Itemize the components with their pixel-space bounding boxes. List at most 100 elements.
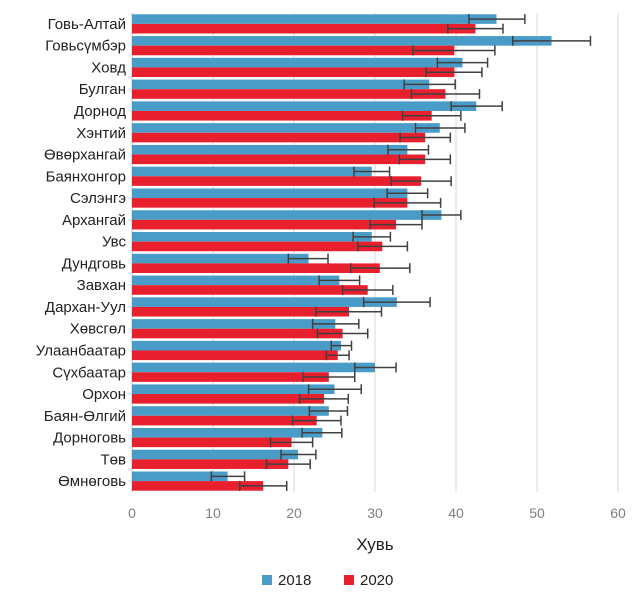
bar-2020-21 xyxy=(132,481,264,491)
legend-label: 2018 xyxy=(278,572,311,589)
bar-2020-12 xyxy=(132,285,368,295)
category-label: Хөвсгөл xyxy=(70,321,126,338)
category-label: Өвөрхангай xyxy=(44,147,126,164)
error-bar-2020-15 xyxy=(325,350,350,361)
category-label: Улаанбаатар xyxy=(36,342,126,359)
bar-2018-8 xyxy=(132,188,408,199)
error-bar-2018-3 xyxy=(403,79,456,90)
category-label: Өмнөговь xyxy=(58,473,126,490)
category-label: Дархан-Уул xyxy=(45,299,126,316)
error-bar-2020-16 xyxy=(302,372,356,383)
error-bar-2018-1 xyxy=(511,35,592,46)
error-bar-2020-6 xyxy=(398,154,452,165)
legend: 2018 2020 xyxy=(262,572,393,589)
bar-2018-16 xyxy=(132,362,375,373)
error-bar-2018-11 xyxy=(287,253,329,264)
error-bar-2020-9 xyxy=(369,219,423,230)
category-label: Орхон xyxy=(82,386,126,403)
bar-2018-4 xyxy=(132,101,477,111)
legend-swatch xyxy=(344,575,354,585)
category-label: Увс xyxy=(102,234,126,251)
bar-2018-9 xyxy=(132,210,442,220)
x-tick-label: 50 xyxy=(529,505,545,521)
category-label: Баянхонгор xyxy=(46,168,126,185)
bar-2020-11 xyxy=(132,263,380,273)
bars-group xyxy=(132,14,552,491)
bar-2018-1 xyxy=(132,36,552,46)
x-tick-label: 10 xyxy=(205,505,221,521)
category-label: Завхан xyxy=(77,277,126,294)
bar-2020-17 xyxy=(132,394,324,404)
bar-2020-6 xyxy=(132,154,426,165)
category-label: Дорноговь xyxy=(53,430,126,447)
category-label: Говь-Алтай xyxy=(48,16,126,33)
bar-2018-11 xyxy=(132,253,309,264)
error-bar-2018-20 xyxy=(280,449,317,460)
error-bar-2018-21 xyxy=(210,471,246,482)
error-bar-2018-10 xyxy=(352,231,392,242)
bar-2018-20 xyxy=(132,449,299,460)
bar-2020-2 xyxy=(132,67,455,78)
error-bar-2018-17 xyxy=(307,384,362,395)
x-tick-label: 20 xyxy=(286,505,302,521)
category-label: Төв xyxy=(101,451,127,468)
error-bar-2018-18 xyxy=(308,405,349,416)
error-bar-2020-4 xyxy=(401,110,462,121)
bar-2020-13 xyxy=(132,306,350,317)
error-bar-2020-13 xyxy=(315,306,383,317)
bar-2018-12 xyxy=(132,275,340,286)
x-tick-label: 40 xyxy=(448,505,464,521)
error-bar-2020-12 xyxy=(341,284,394,295)
error-bar-2020-10 xyxy=(357,241,409,252)
error-bar-2018-19 xyxy=(301,427,343,438)
error-bar-2020-2 xyxy=(425,67,483,78)
error-bar-2020-5 xyxy=(399,132,452,143)
bar-2018-5 xyxy=(132,123,440,133)
error-bar-2020-11 xyxy=(349,263,411,274)
error-bar-2020-3 xyxy=(410,89,481,100)
error-bar-2018-7 xyxy=(353,166,391,177)
error-bar-2018-0 xyxy=(468,14,526,25)
category-label: Ховд xyxy=(91,59,126,76)
bar-2018-19 xyxy=(132,427,323,438)
category-labels: Говь-Алтай Говьсүмбэр Ховд Булган Дорнод Хэнт… xyxy=(36,16,127,490)
category-label: Сэлэнгэ xyxy=(70,190,126,207)
category-label: Булган xyxy=(79,81,126,98)
category-label: Баян-Өлгий xyxy=(44,408,126,425)
bar-2018-21 xyxy=(132,471,228,482)
bar-2018-14 xyxy=(132,319,336,329)
x-axis-title: Хувь xyxy=(356,535,393,554)
bar-2020-18 xyxy=(132,415,317,426)
error-bar-2018-16 xyxy=(354,362,397,373)
bar-2018-6 xyxy=(132,144,408,155)
bar-2018-18 xyxy=(132,406,329,416)
error-bar-2018-5 xyxy=(414,122,466,133)
error-bar-2020-7 xyxy=(390,176,452,187)
error-bar-2018-15 xyxy=(330,340,353,351)
category-label: Дундговь xyxy=(62,255,126,272)
error-bar-2020-19 xyxy=(269,437,314,448)
error-bar-2020-21 xyxy=(238,480,288,491)
bar-2020-9 xyxy=(132,219,397,230)
bar-2020-16 xyxy=(132,372,329,382)
error-bar-2020-18 xyxy=(291,415,342,426)
error-bar-2020-20 xyxy=(265,459,311,470)
bar-2020-20 xyxy=(132,459,289,469)
error-bar-2018-9 xyxy=(421,210,462,221)
error-bars-group xyxy=(210,14,592,491)
error-bar-2018-6 xyxy=(387,144,430,155)
category-label: Говьсүмбэр xyxy=(45,38,126,55)
legend-item-2020: 2020 xyxy=(344,572,393,589)
error-bar-2018-12 xyxy=(318,275,361,286)
x-tick-label: 0 xyxy=(128,505,136,521)
error-bar-2020-17 xyxy=(298,393,350,404)
bar-2020-14 xyxy=(132,328,343,339)
bar-2020-10 xyxy=(132,241,383,252)
x-tick-label: 60 xyxy=(610,505,626,521)
bar-2020-4 xyxy=(132,110,432,121)
bar-2020-8 xyxy=(132,198,408,208)
bar-2018-10 xyxy=(132,232,372,242)
error-bar-2020-0 xyxy=(447,23,504,34)
legend-swatch xyxy=(262,575,272,585)
